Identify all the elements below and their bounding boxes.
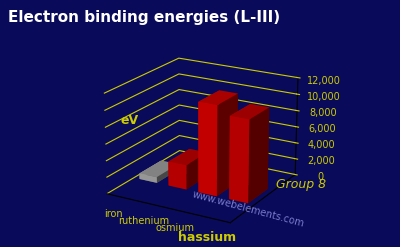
Text: www.webelements.com: www.webelements.com	[191, 190, 305, 229]
Text: Electron binding energies (L-III): Electron binding energies (L-III)	[8, 10, 280, 25]
